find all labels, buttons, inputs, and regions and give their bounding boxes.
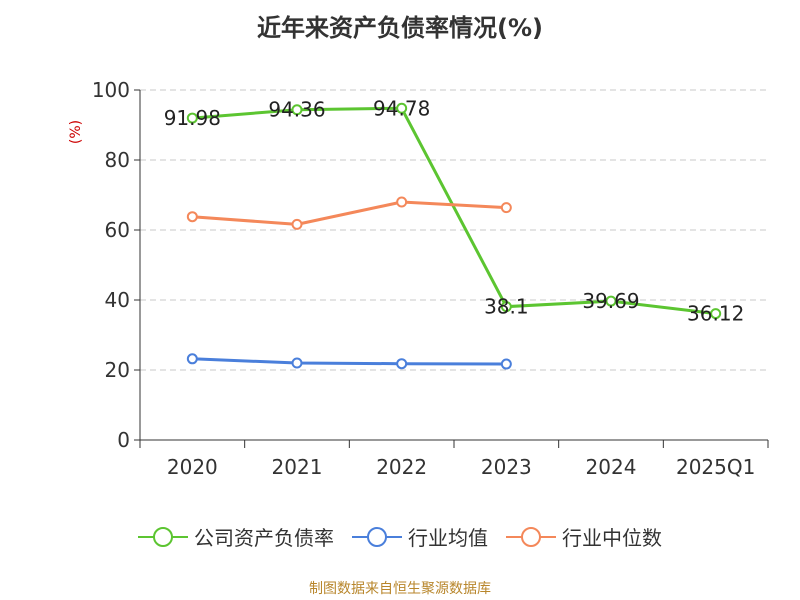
data-point <box>500 202 512 214</box>
series-line-0 <box>192 106 716 316</box>
data-label: 94.78 <box>373 96 430 120</box>
legend-item-industry-mean[interactable]: 行业均值 <box>352 522 488 551</box>
series-lines <box>186 102 722 370</box>
data-point <box>396 196 408 208</box>
x-tick-label: 2025Q1 <box>676 455 755 479</box>
data-label: 36.12 <box>687 302 744 326</box>
x-tick-label: 2023 <box>481 455 532 479</box>
y-tick-label: 60 <box>105 218 130 242</box>
data-label: 91.98 <box>164 106 221 130</box>
data-point <box>291 104 303 116</box>
legend-marker-company <box>138 525 188 549</box>
x-tick-label: 2021 <box>272 455 323 479</box>
legend-label-industry-mean: 行业均值 <box>408 526 488 550</box>
series-line-1 <box>192 357 507 366</box>
x-tick-label: 2024 <box>586 455 637 479</box>
chart-title: 近年来资产负债率情况(%) <box>257 14 543 42</box>
data-point <box>710 308 722 320</box>
data-labels: 91.98 94.36 94.78 38.1 39.69 36.12 <box>164 96 745 325</box>
data-point <box>186 112 198 124</box>
y-tick-label: 0 <box>117 428 130 452</box>
source-footer: 制图数据来自恒生聚源数据库 <box>309 581 491 597</box>
data-label: 38.1 <box>484 295 529 319</box>
legend-item-industry-median[interactable]: 行业中位数 <box>506 522 662 551</box>
legend-marker-industry-median <box>506 525 556 549</box>
x-tick-label: 2020 <box>167 455 218 479</box>
data-point <box>396 358 408 370</box>
y-tick-label: 20 <box>105 358 130 382</box>
grid-lines <box>140 89 768 371</box>
data-label: 39.69 <box>582 289 639 313</box>
legend: 公司资产负债率 行业均值 行业中位数 <box>0 522 800 551</box>
data-point <box>396 102 408 114</box>
data-point <box>605 295 617 307</box>
data-point <box>500 358 512 370</box>
y-tick-label: 40 <box>105 288 130 312</box>
axes: 0 20 40 60 80 100 2020 2021 2022 2023 2024 2025Q1 <box>92 78 769 479</box>
y-tick-label: 80 <box>105 148 130 172</box>
legend-label-company: 公司资产负债率 <box>194 526 334 550</box>
data-point <box>500 301 512 313</box>
series-line-2 <box>192 200 507 226</box>
data-point <box>186 353 198 365</box>
legend-item-company[interactable]: 公司资产负债率 <box>138 522 334 551</box>
legend-marker-industry-mean <box>352 525 402 549</box>
y-tick-label: 100 <box>92 78 130 102</box>
data-point <box>291 357 303 369</box>
x-tick-label: 2022 <box>376 455 427 479</box>
data-point <box>186 211 198 223</box>
data-point <box>291 218 303 230</box>
data-label: 94.36 <box>268 98 325 122</box>
legend-label-industry-median: 行业中位数 <box>562 526 662 550</box>
